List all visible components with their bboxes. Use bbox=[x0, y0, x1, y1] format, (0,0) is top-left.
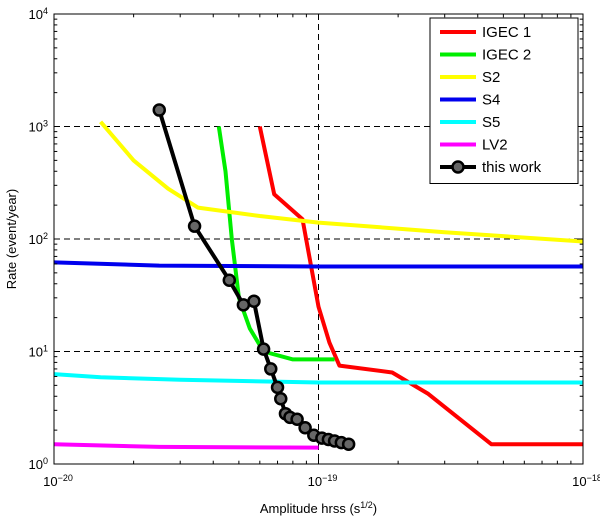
series-line-2 bbox=[99, 120, 584, 244]
series-line-3 bbox=[53, 260, 583, 269]
y-tick-label-base: 10 bbox=[29, 232, 43, 247]
x-tick-label: 10−19 bbox=[308, 473, 338, 489]
y-tick-label-exp: 4 bbox=[43, 6, 48, 16]
legend-marker bbox=[451, 160, 465, 174]
x-tick-label-exp: −20 bbox=[58, 473, 73, 483]
y-axis-label: Rate (event/year) bbox=[4, 189, 19, 289]
legend-label: LV2 bbox=[482, 137, 508, 154]
x-axis-label-sup: 1/2 bbox=[360, 500, 373, 510]
x-tick-label-exp: −18 bbox=[587, 473, 600, 483]
data-point bbox=[256, 342, 271, 356]
data-point bbox=[187, 219, 202, 233]
series-layer bbox=[53, 103, 584, 451]
legend-label: this work bbox=[482, 159, 542, 176]
x-tick-label: 10−18 bbox=[572, 473, 600, 489]
y-tick-label-exp: 1 bbox=[43, 344, 48, 354]
legend-label: IGEC 1 bbox=[482, 24, 531, 41]
legend-label: S2 bbox=[482, 69, 500, 86]
y-tick-label-exp: 3 bbox=[43, 119, 48, 129]
y-tick-label: 101 bbox=[29, 344, 48, 360]
y-tick-label: 102 bbox=[29, 231, 48, 247]
x-tick-label-base: 10 bbox=[308, 474, 322, 489]
y-tick-label: 103 bbox=[29, 119, 48, 135]
legend-label: IGEC 2 bbox=[482, 47, 531, 64]
x-tick-label-base: 10 bbox=[572, 474, 586, 489]
data-point bbox=[247, 294, 261, 308]
data-point bbox=[298, 421, 312, 435]
x-tick-label-exp: −19 bbox=[322, 473, 337, 483]
data-point bbox=[152, 103, 167, 117]
x-tick-label: 10−20 bbox=[43, 473, 73, 489]
legend-label: S5 bbox=[482, 114, 500, 131]
y-tick-label-base: 10 bbox=[29, 457, 43, 472]
legend: IGEC 1 IGEC 2 S2 S4 S5 LV2 this work bbox=[429, 17, 579, 184]
data-point bbox=[270, 380, 285, 395]
x-tick-label-base: 10 bbox=[43, 474, 57, 489]
data-point bbox=[290, 412, 304, 426]
y-tick-label: 100 bbox=[29, 456, 48, 472]
y-tick-label-base: 10 bbox=[29, 120, 43, 135]
y-tick-label: 104 bbox=[29, 6, 48, 22]
y-tick-label-base: 10 bbox=[29, 345, 43, 360]
legend-label: S4 bbox=[482, 92, 500, 109]
series-line-0 bbox=[257, 126, 583, 447]
data-point bbox=[222, 273, 237, 287]
x-axis-label-suffix: ) bbox=[373, 501, 377, 516]
x-axis-label-text: Amplitude hrss (s bbox=[260, 501, 361, 516]
series-line-1 bbox=[216, 126, 335, 362]
data-point bbox=[274, 392, 288, 406]
series-line-4 bbox=[53, 372, 583, 385]
x-axis-label: Amplitude hrss (s1/2) bbox=[260, 500, 377, 516]
data-point bbox=[264, 362, 278, 376]
y-tick-label-base: 10 bbox=[29, 7, 43, 22]
data-point bbox=[341, 437, 356, 451]
y-tick-label-exp: 0 bbox=[43, 456, 48, 466]
y-tick-label-exp: 2 bbox=[43, 231, 48, 241]
series-line-5 bbox=[53, 442, 319, 450]
